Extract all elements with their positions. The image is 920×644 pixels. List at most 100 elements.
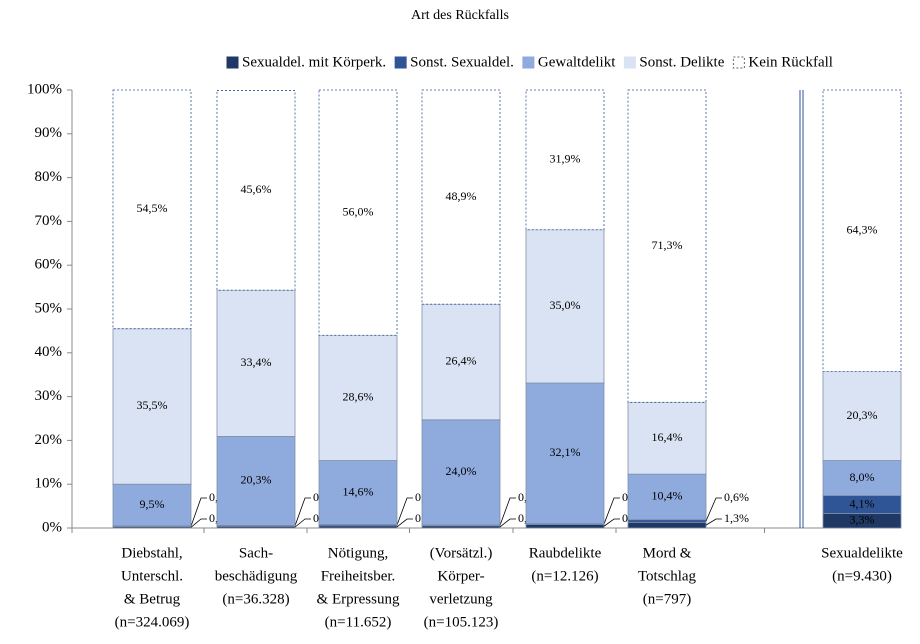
x-tick-label: & Erpressung (317, 591, 400, 607)
x-tick-label: Sexualdelikte (821, 545, 903, 561)
x-tick-label: (Vorsätzl.) (430, 545, 493, 561)
legend-swatch (522, 56, 535, 69)
bar-segment (822, 89, 902, 373)
bar-segment (318, 89, 398, 336)
value-label: 35,0% (550, 298, 581, 312)
legend-label: Sonst. Delikte (639, 54, 724, 70)
leader-line (294, 518, 311, 528)
leader-line (396, 497, 413, 526)
x-tick-label: verletzung (429, 591, 493, 607)
x-tick-label: Diebstahl, (121, 545, 182, 561)
leader-line (190, 497, 207, 527)
y-tick-label: 10% (35, 476, 63, 492)
value-label: 16,4% (652, 430, 683, 444)
x-tick-label: Raubdelikte (529, 545, 602, 561)
leader-line (499, 518, 516, 528)
leader-line (190, 518, 207, 528)
value-label: 71,3% (652, 238, 683, 252)
legend-label: Gewaltdelikt (538, 54, 616, 70)
y-tick-label: 100% (27, 81, 62, 97)
legend-swatch (732, 56, 745, 69)
bar-segment (112, 89, 192, 330)
legend-swatch (394, 56, 407, 69)
value-label: 1,3% (724, 511, 749, 525)
value-label: 3,3% (850, 513, 875, 527)
y-tick-label: 60% (35, 257, 63, 273)
leader-line (294, 497, 311, 526)
value-label: 56,0% (343, 204, 374, 218)
legend-label: Sonst. Sexualdel. (410, 54, 514, 70)
leader-line (603, 497, 620, 525)
value-label: 33,4% (241, 355, 272, 369)
x-tick-label: Nötigung, (328, 545, 388, 561)
x-tick-label: Unterschl. (121, 568, 183, 584)
legend-swatch (623, 56, 636, 69)
value-label: 28,6% (343, 390, 374, 404)
value-label: 8,0% (850, 470, 875, 484)
leader-line (705, 518, 722, 526)
bar-segment (318, 460, 398, 525)
y-tick-label: 0% (42, 519, 62, 535)
bar-segment (216, 90, 296, 291)
leader-line (499, 497, 516, 526)
value-label: 0,6% (724, 490, 749, 504)
x-tick-label: (n=105.123) (424, 614, 499, 630)
bar-segment (627, 89, 707, 403)
value-label: 48,9% (446, 189, 477, 203)
bar-segment (216, 436, 296, 526)
value-label: 64,3% (847, 223, 878, 237)
x-tick-label: beschädigung (215, 568, 298, 584)
x-tick-label: (n=11.652) (325, 614, 392, 630)
y-tick-label: 70% (35, 213, 63, 229)
value-label: 31,9% (550, 152, 581, 166)
y-tick-label: 80% (35, 169, 63, 185)
x-tick-label: Sach- (239, 545, 273, 561)
y-tick-label: 50% (35, 300, 63, 316)
x-tick-label: Mord & (643, 545, 692, 561)
value-label: 20,3% (241, 473, 272, 487)
value-label: 4,1% (850, 496, 875, 510)
bar-segment (525, 382, 605, 525)
bar-segment (822, 371, 902, 461)
leader-line (603, 518, 620, 527)
y-tick-label: 30% (35, 388, 63, 404)
y-tick-label: 90% (35, 125, 63, 141)
x-tick-label: Freiheitsber. (321, 568, 396, 584)
bar-segment (318, 334, 398, 461)
value-label: 24,0% (446, 464, 477, 478)
bar-segment (525, 524, 605, 529)
y-tick-label: 40% (35, 344, 63, 360)
x-tick-label: (n=324.069) (115, 614, 190, 630)
value-label: 9,5% (140, 497, 165, 511)
x-tick-label: (n=12.126) (531, 568, 598, 584)
value-label: 14,6% (343, 484, 374, 498)
value-label: 54,5% (137, 201, 168, 215)
leader-line (396, 518, 413, 528)
bar-segment (525, 89, 605, 231)
bar-segment (421, 419, 501, 526)
value-label: 26,4% (446, 354, 477, 368)
x-tick-label: (n=797) (643, 591, 691, 607)
x-tick-label: Totschlag (638, 568, 697, 584)
legend-label: Kein Rückfall (748, 54, 833, 70)
chart-title: Art des Rückfalls (411, 8, 509, 23)
x-tick-label: (n=9.430) (832, 568, 892, 584)
legend-swatch (226, 56, 239, 69)
value-label: 45,6% (241, 182, 272, 196)
x-tick-label: Körper- (437, 568, 484, 584)
value-label: 35,5% (137, 398, 168, 412)
value-label: 20,3% (847, 408, 878, 422)
bar-segment (421, 89, 501, 305)
y-tick-label: 20% (35, 432, 63, 448)
legend-label: Sexualdel. mit Körperk. (242, 54, 386, 70)
bar-segment (216, 289, 296, 437)
bar-segment (627, 473, 707, 521)
leader-line (705, 497, 722, 522)
value-label: 10,4% (652, 489, 683, 503)
bar-segment (525, 229, 605, 384)
x-tick-label: & Betrug (124, 591, 181, 607)
bar-segment (627, 401, 707, 475)
bar-segment (421, 303, 501, 421)
bar-segment (627, 521, 707, 529)
